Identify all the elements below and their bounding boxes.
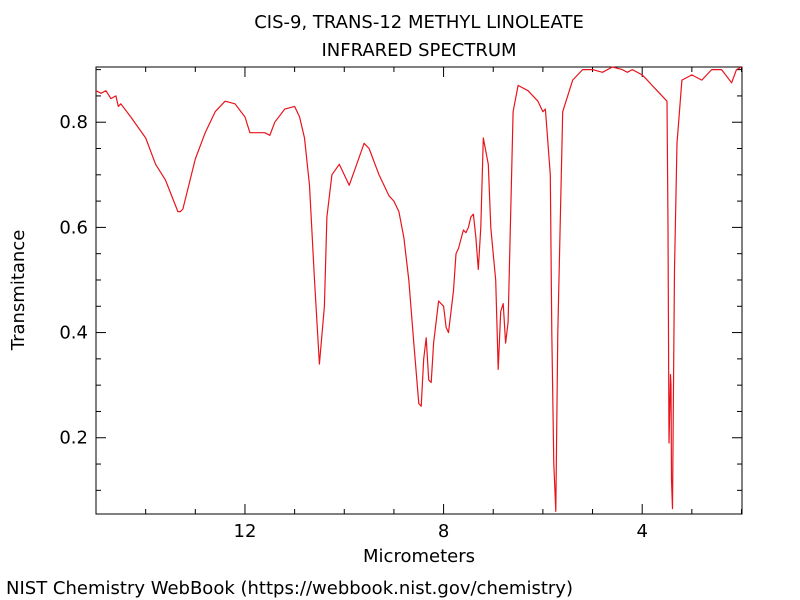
chart-title: CIS-9, TRANS-12 METHYL LINOLEATE xyxy=(254,12,584,33)
x-tick-label: 12 xyxy=(234,521,257,542)
x-tick-label: 4 xyxy=(636,521,647,542)
x-axis-label: Micrometers xyxy=(363,546,475,567)
source-footer: NIST Chemistry WebBook (https://webbook.… xyxy=(6,578,573,599)
plot-area: 12 8 4 0.2 0.4 0.6 0.8 xyxy=(59,66,743,542)
x-tick-label: 8 xyxy=(438,521,449,542)
y-tick-label: 0.4 xyxy=(59,323,88,344)
y-axis-label: Transmitance xyxy=(8,230,29,352)
y-tick-label: 0.8 xyxy=(59,112,88,133)
plot-frame xyxy=(95,66,743,515)
spectrum-line xyxy=(95,66,742,512)
y-tick-label: 0.6 xyxy=(59,217,88,238)
chart-subtitle: INFRARED SPECTRUM xyxy=(321,40,516,61)
y-tick-label: 0.2 xyxy=(59,428,88,449)
